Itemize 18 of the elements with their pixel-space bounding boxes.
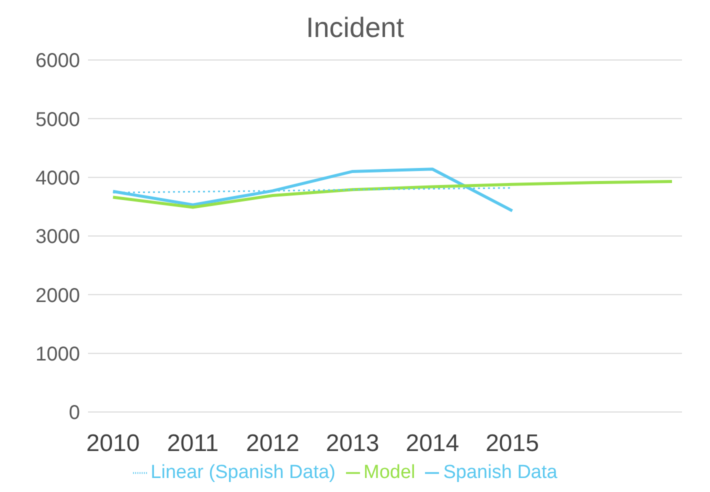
x-tick-label: 2011	[167, 430, 219, 458]
legend-label: Spanish Data	[443, 462, 558, 483]
legend-label: Linear (Spanish Data)	[150, 462, 336, 483]
y-tick-label: 4000	[36, 167, 80, 190]
line-series	[112, 180, 674, 209]
y-tick-label: 3000	[36, 226, 80, 248]
x-tick-label: 2014	[406, 430, 460, 458]
x-tick-label: 2015	[486, 430, 539, 458]
y-tick-label: 2000	[36, 284, 80, 307]
y-tick-label: 5000	[36, 108, 80, 131]
legend-label: Model	[364, 462, 416, 483]
x-tick-label: 2012	[246, 430, 300, 458]
y-tick-label: 6000	[36, 50, 80, 72]
x-tick-label: 2013	[326, 430, 380, 458]
chart-title: Incident	[304, 11, 406, 45]
y-tick-label: 0	[68, 402, 80, 424]
y-tick-label: 1000	[36, 343, 80, 366]
x-tick-label: 2010	[86, 430, 140, 458]
